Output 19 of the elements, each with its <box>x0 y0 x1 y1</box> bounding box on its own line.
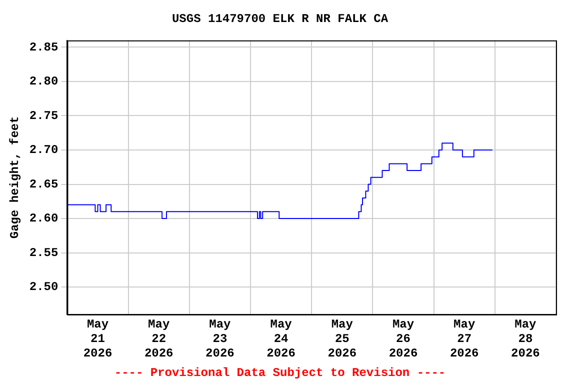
x-tick-label: May 24 2026 <box>266 318 296 360</box>
y-tick-label: 2.85 <box>29 40 58 54</box>
y-tick-label: 2.70 <box>29 143 58 158</box>
text: ---- Provisional Data Subject to Revision ---- <box>114 366 446 380</box>
x-tick-label: May 28 2026 <box>511 318 540 360</box>
y-tick-label: 2.80 <box>29 74 58 89</box>
y-tick-label: 2.55 <box>29 246 58 260</box>
y-axis-title: Gage height, feet <box>8 116 22 239</box>
x-tick-label: May 23 2026 <box>206 318 234 360</box>
y-tick-label: 2.60 <box>29 212 58 226</box>
x-tick-label: May 25 2026 <box>328 318 357 360</box>
chart-title: USGS 11479700 ELK R NR FALK CA <box>172 12 389 26</box>
y-tick-label: 2.50 <box>29 280 58 294</box>
x-tick-label: May 26 2026 <box>388 318 418 360</box>
x-tick-label: May 27 2026 <box>450 318 479 360</box>
x-tick-label: May 21 2026 <box>83 318 112 360</box>
y-tick-label: 2.65 <box>29 177 58 192</box>
y-tick-label: 2.75 <box>29 108 58 123</box>
x-tick-label: May 22 2026 <box>144 318 174 360</box>
